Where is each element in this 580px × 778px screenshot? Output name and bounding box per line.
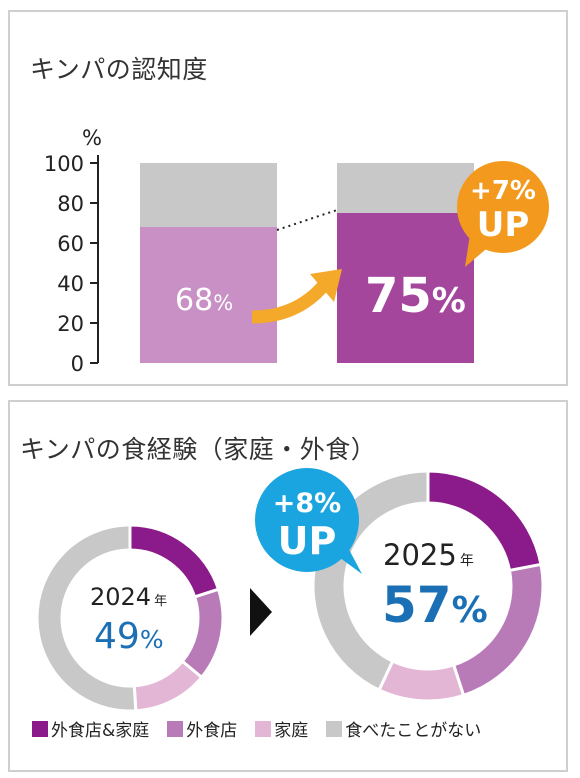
donut-segment — [132, 659, 204, 713]
y-tick-label: 80 — [57, 192, 84, 216]
increase-badge-blue: +8% UP — [255, 468, 362, 574]
donut-2025-pct: 57% — [382, 576, 488, 634]
bar-remainder — [337, 163, 474, 213]
y-tick-label: 40 — [57, 272, 84, 296]
experience-panel: キンパの食経験（家庭・外食） 2024 年 49% 2025 年 57% +8% U… — [8, 400, 568, 772]
badge-orange-line2: UP — [477, 205, 530, 245]
badge-blue-line2: UP — [278, 519, 337, 563]
legend-item-home: 家庭 — [255, 716, 308, 741]
donut-2024-pct: 49% — [94, 616, 164, 657]
y-tick-label: 20 — [57, 312, 84, 336]
awareness-title: キンパの認知度 — [30, 55, 208, 84]
y-axis-unit: % — [82, 126, 102, 150]
donut-legend: 外食店&家庭 外食店 家庭 食べたことがない — [32, 716, 499, 741]
badge-blue-line1: +8% — [273, 488, 341, 519]
donut-segment — [35, 523, 138, 713]
awareness-bar-chart: % 0 20 40 60 80 100 68% 75% +7% UP — [44, 126, 549, 376]
bar-label-curr: 75% — [365, 268, 466, 324]
growth-arrow-head — [310, 269, 342, 302]
experience-donut-charts: 2024 年 49% 2025 年 57% +8% UP — [35, 468, 545, 713]
bar-value — [337, 213, 474, 363]
connector-dotted-line — [276, 209, 338, 231]
donut-2025-year: 2025 年 — [383, 538, 474, 572]
bar-value — [140, 227, 277, 363]
y-tick-label: 0 — [71, 352, 84, 376]
play-arrow-icon — [250, 588, 272, 636]
awareness-panel: キンパの認知度 % 0 20 40 60 80 100 68% 75% +7% UP — [8, 10, 568, 386]
donut-segment — [377, 659, 466, 703]
donut-segment — [180, 587, 225, 680]
legend-swatch-eating-out — [167, 720, 184, 737]
legend-item-never: 食べたことがない — [326, 716, 481, 741]
legend-swatch-both — [32, 720, 48, 737]
badge-orange-line1: +7% — [470, 176, 536, 206]
donut-2024 — [35, 523, 225, 713]
increase-badge-orange: +7% UP — [457, 161, 549, 267]
legend-swatch-home — [255, 720, 272, 737]
legend-item-eating-out: 外食店 — [167, 716, 237, 741]
bar-label-prev: 68% — [175, 283, 233, 318]
y-tick-label: 100 — [44, 152, 84, 176]
bar-remainder — [140, 163, 277, 227]
legend-item-both: 外食店&家庭 — [32, 716, 149, 741]
y-tick-label: 60 — [57, 232, 84, 256]
experience-title: キンパの食経験（家庭・外食） — [20, 435, 377, 464]
legend-swatch-never — [326, 720, 343, 737]
donut-2024-year: 2024 年 — [90, 583, 167, 611]
